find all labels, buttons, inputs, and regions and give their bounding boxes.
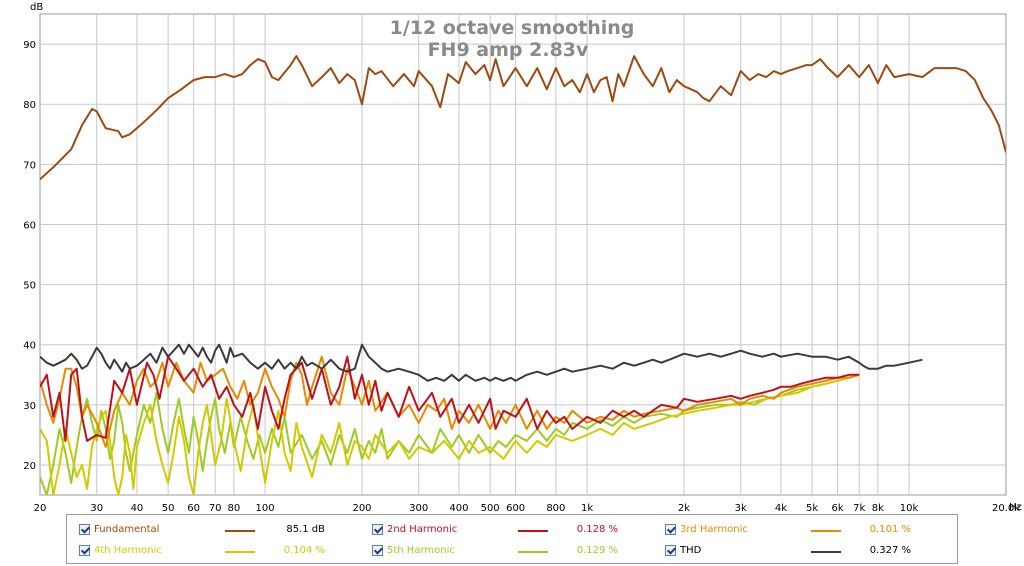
x-tick-label: 1k [581, 503, 593, 514]
y-tick-label: 60 [23, 220, 36, 231]
y-tick-label: 90 [23, 40, 36, 51]
legend-swatch [225, 551, 255, 553]
legend: Fundamental 85.1 dB 2nd Harmonic 0.128 % 3rd… [66, 514, 958, 564]
x-tick-label: 8k [872, 503, 884, 514]
legend-swatch [811, 530, 841, 532]
plot-background [39, 13, 1007, 496]
legend-label: THD [680, 545, 702, 556]
legend-value: 0.327 % [869, 545, 911, 556]
y-tick-label: 70 [23, 160, 36, 171]
series-line-2nd-harmonic [40, 355, 860, 442]
y-tick-label: 30 [23, 401, 36, 412]
x-tick-label: 200 [352, 503, 371, 514]
x-tick-label: 40 [131, 503, 144, 514]
series-lines [40, 55, 1006, 495]
legend-checkbox[interactable] [665, 545, 676, 556]
series-line-thd [40, 343, 923, 382]
legend-checkbox[interactable] [372, 524, 383, 535]
x-tick-label: 80 [227, 503, 240, 514]
legend-swatch [811, 551, 841, 553]
legend-item-2nd-harmonic: 2nd Harmonic 0.128 % [372, 522, 632, 540]
legend-label: 3rd Harmonic [680, 524, 748, 535]
grid [40, 14, 1006, 495]
chart-titles: 1/12 octave smoothing FH9 amp 2.83v [390, 17, 635, 61]
legend-checkbox[interactable] [372, 545, 383, 556]
y-tick-label: 40 [23, 341, 36, 352]
chart-title: 1/12 octave smoothing [390, 17, 635, 39]
distortion-chart: 20 30 40 50 60 70 80 100 200 300 400 500 600 800 1k 2k 3… [23, 2, 1022, 514]
legend-item-thd: THD 0.327 % [665, 543, 925, 561]
y-tick-label: 50 [23, 281, 36, 292]
x-tick-label: 30 [90, 503, 103, 514]
y-tick-label: 80 [23, 100, 36, 111]
series-line-3rd-harmonic [40, 355, 860, 448]
legend-item-fundamental: Fundamental 85.1 dB [79, 522, 339, 540]
x-tick-label: 400 [449, 503, 468, 514]
axis-ticks: 20 30 40 50 60 70 80 100 200 300 400 500 600 800 1k 2k 3… [23, 40, 1020, 514]
x-tick-label: 2k [678, 503, 690, 514]
legend-swatch [518, 530, 548, 532]
x-tick-label: 50 [162, 503, 175, 514]
x-tick-label: 800 [546, 503, 565, 514]
x-tick-label: 6k [832, 503, 844, 514]
y-axis-label: dB [30, 2, 43, 13]
legend-value: 0.104 % [283, 545, 325, 556]
x-axis-unit: Hz [1009, 502, 1022, 513]
legend-value: 0.128 % [576, 524, 618, 535]
legend-item-3rd-harmonic: 3rd Harmonic 0.101 % [665, 522, 925, 540]
x-tick-label: 20 [34, 503, 47, 514]
x-tick-label: 500 [481, 503, 500, 514]
y-tick-label: 20 [23, 461, 36, 472]
x-tick-label: 5k [806, 503, 818, 514]
legend-item-5th-harmonic: 5th Harmonic 0.129 % [372, 543, 632, 561]
x-tick-label: 4k [775, 503, 787, 514]
legend-value: 0.129 % [576, 545, 618, 556]
chart-subtitle: FH9 amp 2.83v [428, 39, 589, 61]
legend-swatch [225, 530, 255, 532]
x-tick-label: 10k [900, 503, 919, 514]
legend-checkbox[interactable] [79, 524, 90, 535]
legend-swatch [518, 551, 548, 553]
legend-label: 4th Harmonic [94, 545, 162, 556]
x-tick-label: 300 [409, 503, 428, 514]
legend-label: Fundamental [94, 524, 160, 535]
legend-label: 2nd Harmonic [387, 524, 458, 535]
legend-value: 85.1 dB [286, 524, 325, 535]
x-tick-label: 60 [187, 503, 200, 514]
x-tick-label: 100 [256, 503, 275, 514]
legend-item-4th-harmonic: 4th Harmonic 0.104 % [79, 543, 339, 561]
x-tick-label: 20.0k [992, 503, 1020, 514]
x-tick-label: 70 [209, 503, 222, 514]
series-line-4th-harmonic [40, 373, 860, 495]
legend-checkbox[interactable] [79, 545, 90, 556]
series-line-fundamental [40, 55, 1006, 181]
legend-label: 5th Harmonic [387, 545, 455, 556]
legend-checkbox[interactable] [665, 524, 676, 535]
x-tick-label: 3k [735, 503, 747, 514]
legend-value: 0.101 % [869, 524, 911, 535]
x-tick-label: 600 [506, 503, 525, 514]
x-tick-label: 7k [853, 503, 865, 514]
